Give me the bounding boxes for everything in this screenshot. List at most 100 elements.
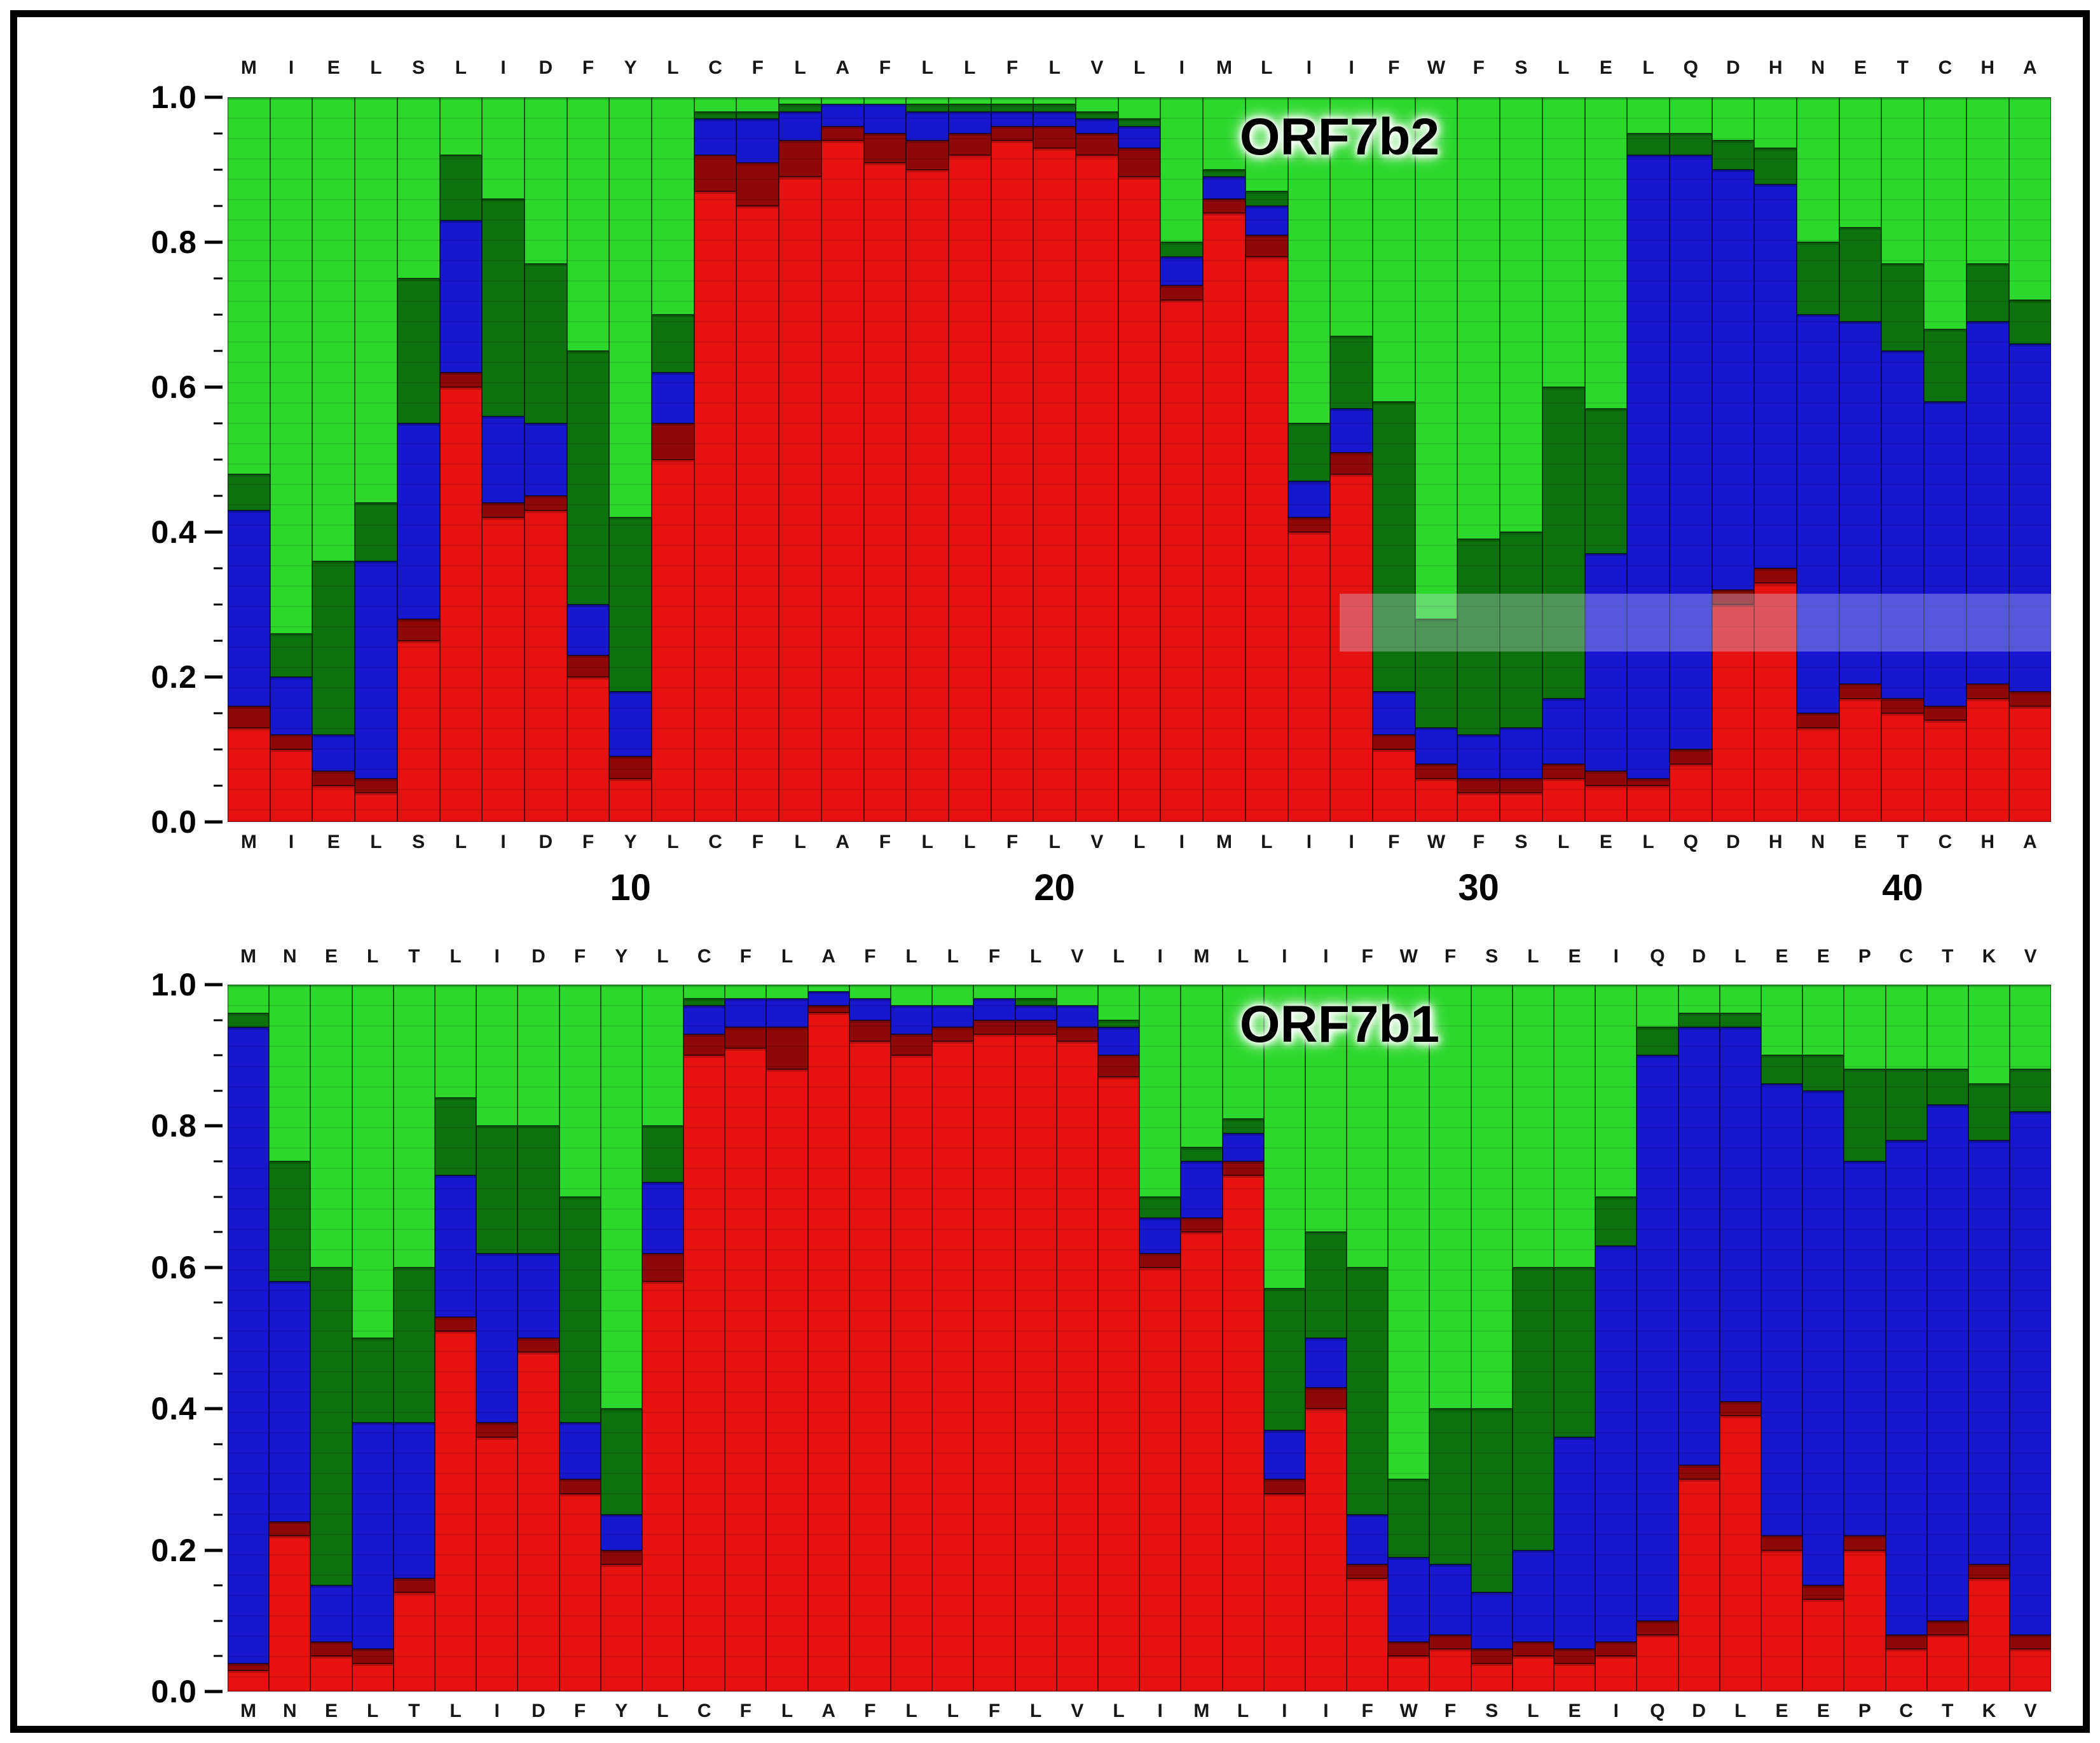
stacked-bar: [1181, 985, 1223, 1692]
residue-letter: L: [1048, 831, 1060, 852]
bar-segment-dark_red: [1263, 1479, 1305, 1494]
bar-segment-dark_green: [1802, 1055, 1844, 1091]
bar-segment-green: [355, 97, 397, 503]
bar-segment-dark_red: [1966, 684, 2009, 699]
residue-letter: D: [532, 1700, 546, 1721]
residue-letter: L: [921, 57, 933, 78]
bar-segment-green: [1595, 985, 1637, 1197]
bar-segment-red: [1760, 1550, 1803, 1692]
residue-letter: F: [582, 831, 594, 852]
stacked-bar: [1033, 97, 1076, 822]
bar-segment-dark_red: [270, 735, 313, 749]
bar-segment-blue: [228, 510, 270, 706]
residue-letter: M: [240, 57, 257, 78]
bar-segment-dark_red: [1457, 778, 1500, 793]
bar-segment-green: [1584, 97, 1628, 409]
bar-segment-dark_red: [352, 1649, 394, 1664]
bar-segment-dark_red: [1760, 1536, 1803, 1550]
residue-letter: N: [1811, 831, 1825, 852]
residue-letter: L: [450, 946, 462, 967]
bar-segment-dark_red: [518, 1338, 559, 1353]
bar-segment-green: [566, 97, 610, 352]
residue-letter: P: [1858, 946, 1871, 967]
y-axis-tick: [214, 1160, 223, 1163]
y-axis-tick: [214, 567, 223, 570]
bar-segment-blue: [1966, 322, 2009, 685]
stacked-bar: [600, 985, 643, 1692]
residue-letter: F: [739, 946, 751, 967]
bar-segment-blue: [652, 373, 694, 423]
bar-segment-blue: [1881, 351, 1925, 699]
stacked-bar: [1471, 985, 1513, 1692]
residue-letter: C: [697, 1700, 711, 1721]
bar-segment-dark_red: [1415, 763, 1458, 779]
stacked-bar: [1457, 97, 1500, 822]
bar-segment-green: [228, 985, 270, 1013]
bar-segment-dark_green: [2010, 1069, 2052, 1112]
bar-segment-green: [1678, 985, 1720, 1013]
bar-segment-dark_red: [1802, 1585, 1844, 1600]
y-axis-tick: [214, 495, 223, 497]
bar-segment-dark_green: [652, 315, 694, 373]
bar-segment-dark_red: [1542, 763, 1585, 779]
bar-segment-green: [1885, 985, 1927, 1070]
bar-segment-green: [932, 985, 974, 1006]
bar-segment-green: [482, 97, 525, 199]
stacked-bar: [1627, 97, 1670, 822]
bar-segment-blue: [1347, 1515, 1389, 1564]
residue-letter: S: [1514, 831, 1528, 852]
residue-letter: L: [1029, 946, 1042, 967]
bar-segment-red: [973, 1034, 1015, 1692]
y-axis-tick: [214, 784, 223, 787]
bar-segment-green: [1139, 985, 1181, 1197]
bar-segment-green: [1712, 97, 1755, 141]
stacked-bar: [1669, 97, 1712, 822]
residue-letter: L: [964, 831, 976, 852]
bar-segment-red: [1669, 763, 1712, 822]
residue-letter: A: [2023, 57, 2037, 78]
bar-segment-blue: [891, 1006, 933, 1034]
y-axis-tick: [214, 1443, 223, 1446]
bar-segment-dark_red: [566, 655, 610, 677]
stacked-bar: [807, 985, 850, 1692]
bar-segment-blue: [1584, 554, 1628, 772]
bar-segment-red: [932, 1041, 974, 1692]
residue-letter: M: [240, 946, 257, 967]
stacked-bar: [566, 97, 610, 822]
y-axis-tick: [205, 1266, 223, 1269]
stacked-bar: [1542, 97, 1585, 822]
bar-segment-green: [736, 97, 779, 112]
stacked-bar: [352, 985, 394, 1692]
bar-segment-red: [683, 1055, 725, 1692]
stacked-bar: [1305, 985, 1347, 1692]
bar-segment-red: [1678, 1479, 1720, 1692]
bar-segment-blue: [1076, 119, 1118, 134]
y-axis-tick: [214, 603, 223, 606]
residue-letter: E: [327, 57, 340, 78]
bar-segment-dark_green: [228, 474, 270, 510]
bar-segment-dark_green: [1500, 532, 1542, 728]
residue-letter: V: [1071, 1700, 1084, 1721]
bar-segment-red: [1097, 1076, 1140, 1692]
residue-letter: S: [412, 57, 425, 78]
bar-segment-red: [1500, 793, 1542, 822]
bar-segment-dark_green: [524, 264, 567, 424]
bar-segment-red: [736, 206, 779, 822]
stacked-bar: [1118, 97, 1161, 822]
bar-segment-red: [1754, 582, 1797, 822]
stacked-bar: [1263, 985, 1306, 1692]
stacked-bar: [1839, 97, 1882, 822]
bar-segment-red: [1372, 749, 1415, 822]
bar-segment-dark_red: [1330, 452, 1373, 474]
residue-letter: L: [1557, 831, 1570, 852]
bar-segment-red: [2010, 1649, 2052, 1692]
bar-segment-green: [1966, 97, 2009, 264]
bar-segment-green: [642, 985, 684, 1126]
stacked-bar: [1844, 985, 1886, 1692]
y-axis-label: 1.0: [151, 967, 197, 1002]
residue-letter: F: [1006, 831, 1019, 852]
residue-letter: I: [1349, 831, 1354, 852]
bar-segment-dark_green: [1429, 1409, 1471, 1564]
bar-segment-blue: [736, 119, 779, 163]
bar-segment-dark_red: [1056, 1027, 1098, 1041]
